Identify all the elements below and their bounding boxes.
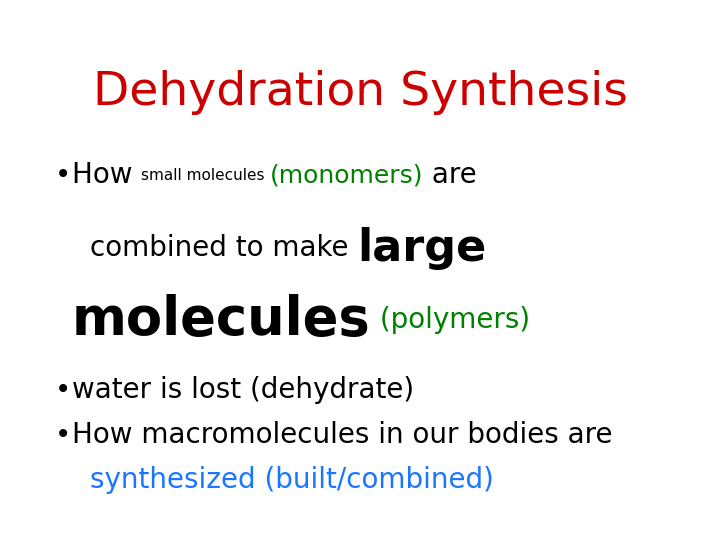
Text: molecules: molecules [72,294,371,346]
Text: synthesized (built/combined): synthesized (built/combined) [90,466,494,494]
Text: combined to make: combined to make [90,234,357,262]
Text: •: • [55,376,71,404]
Text: large: large [357,226,487,269]
Text: Dehydration Synthesis: Dehydration Synthesis [93,70,627,115]
Text: How macromolecules in our bodies are: How macromolecules in our bodies are [72,421,613,449]
Text: (monomers): (monomers) [270,163,423,187]
Text: are: are [423,161,477,189]
Text: How: How [72,161,141,189]
Text: (polymers): (polymers) [371,306,530,334]
Text: •: • [55,421,71,449]
Text: •: • [55,161,71,189]
Text: small molecules: small molecules [141,167,270,183]
Text: water is lost (dehydrate): water is lost (dehydrate) [72,376,414,404]
